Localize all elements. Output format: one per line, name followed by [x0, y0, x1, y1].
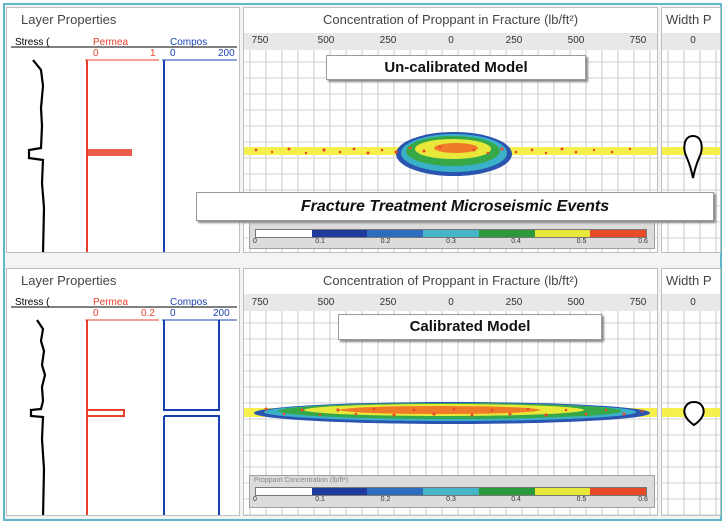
axis-band	[662, 33, 720, 50]
permeability-spike	[86, 409, 125, 417]
legend-ticks: 0 0.1 0.2 0.3 0.4 0.5 0.6	[253, 238, 648, 248]
axis-tick: 500	[567, 35, 585, 46]
legend-tick: 0.6	[638, 238, 648, 245]
permeability-min-label: 0	[93, 308, 99, 319]
axis-tick: 750	[629, 35, 647, 46]
axis-tick: 0	[690, 297, 696, 308]
permeability-max-label: 1	[150, 48, 156, 59]
concentration-legend: 0 0.1 0.2 0.3 0.4 0.5 0.6	[249, 217, 655, 249]
legend-color-bar	[255, 229, 647, 238]
layer-logs	[11, 306, 237, 515]
fracture-plot	[244, 402, 657, 424]
panel-title: Width P	[666, 273, 712, 288]
fracture-contour-inner	[340, 406, 540, 414]
legend-tick: 0	[253, 238, 257, 245]
legend-tick: 0	[253, 496, 257, 503]
stress-column-header: Stress (	[15, 297, 50, 308]
legend-tick: 0.2	[380, 238, 391, 245]
legend-color-bar	[255, 487, 647, 496]
legend-tick: 0.5	[576, 496, 587, 503]
axis-tick: 0	[690, 35, 696, 46]
legend-tick: 0.3	[446, 496, 456, 503]
composition-curve	[163, 320, 220, 515]
legend-ticks: 0 0.1 0.2 0.3 0.4 0.5 0.6	[253, 496, 648, 506]
axis-band	[662, 294, 720, 311]
bottom-width-panel: Width P 0	[661, 268, 721, 516]
axis-tick: 500	[317, 297, 335, 308]
panel-title: Concentration of Proppant in Fracture (l…	[322, 12, 579, 27]
stress-curve	[27, 59, 46, 252]
legend-tick: 0.5	[576, 238, 587, 245]
permeability-column-header: Permea	[93, 37, 129, 48]
composition-column-header: Compos	[170, 37, 208, 48]
permeability-spike	[87, 149, 132, 156]
legend-tick: 0.4	[511, 238, 521, 245]
axis-tick: 250	[505, 35, 523, 46]
axis-tick: 500	[567, 297, 585, 308]
microseismic-events	[264, 407, 644, 417]
permeability-column-header: Permea	[93, 297, 129, 308]
width-profile-shape	[683, 134, 703, 179]
composition-min-label: 0	[170, 48, 176, 59]
axis-tick: 250	[379, 35, 397, 46]
fracture-plot	[244, 132, 657, 176]
legend-tick: 0.1	[315, 238, 325, 245]
axis-tick: 0	[448, 297, 454, 308]
axis-band	[244, 294, 657, 311]
axis-band	[244, 33, 657, 50]
panel-title: Width P	[666, 12, 712, 27]
legend-tick: 0.4	[511, 496, 521, 503]
axis-tick: 750	[629, 297, 647, 308]
top-layer-panel: Layer Properties Stress ( Permea 0 1 Com…	[6, 7, 240, 253]
composition-max-label: 200	[213, 308, 230, 319]
panel-title: Layer Properties	[21, 273, 117, 288]
legend-tick: 0.1	[315, 496, 325, 503]
composition-column-header: Compos	[170, 297, 208, 308]
axis-tick: 250	[379, 297, 397, 308]
legend-tick: 0.6	[638, 496, 648, 503]
legend-title: Proppant Concentration (lb/ft²)	[254, 477, 349, 484]
panel-title: Concentration of Proppant in Fracture (l…	[322, 273, 579, 288]
axis-tick: 250	[505, 297, 523, 308]
concentration-legend: Proppant Concentration (lb/ft²) 0 0.1 0.…	[249, 475, 655, 508]
bottom-concentration-panel: Concentration of Proppant in Fracture (l…	[243, 268, 658, 516]
layer-logs	[11, 46, 237, 252]
width-profile-shape	[683, 400, 705, 427]
axis-tick: 750	[251, 35, 269, 46]
calibrated-model-callout: Calibrated Model	[338, 314, 602, 340]
composition-min-label: 0	[170, 308, 176, 319]
panel-title: Layer Properties	[21, 12, 117, 27]
composition-max-label: 200	[218, 48, 235, 59]
width-profile	[662, 400, 720, 427]
microseismic-events	[254, 145, 632, 155]
microseismic-events-callout: Fracture Treatment Microseismic Events	[196, 192, 714, 221]
stress-curve	[29, 319, 47, 515]
legend-tick: 0.3	[446, 238, 456, 245]
uncalibrated-model-callout: Un-calibrated Model	[326, 55, 586, 80]
fracture-contour-inner	[434, 143, 478, 153]
legend-tick: 0.2	[380, 496, 391, 503]
bottom-layer-panel: Layer Properties Stress ( Permea 0 0.2 C…	[6, 268, 240, 516]
width-profile	[662, 134, 720, 179]
axis-tick: 0	[448, 35, 454, 46]
permeability-max-label: 0.2	[141, 308, 155, 319]
axis-tick: 750	[251, 297, 269, 308]
axis-tick: 500	[317, 35, 335, 46]
stress-column-header: Stress (	[15, 37, 50, 48]
permeability-min-label: 0	[93, 48, 99, 59]
